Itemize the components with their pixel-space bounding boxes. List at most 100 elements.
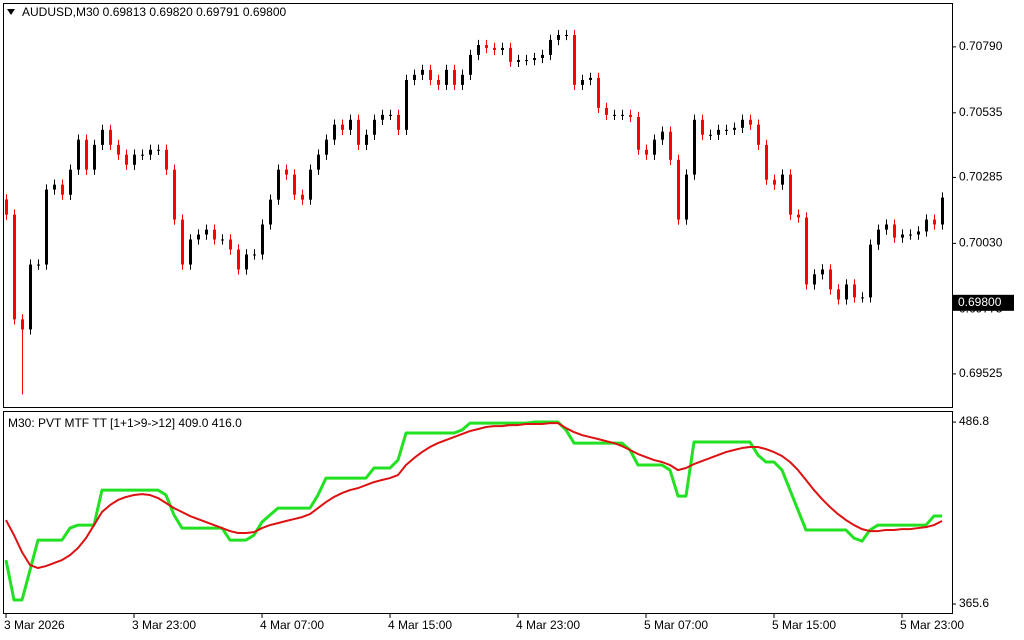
candle-body	[45, 189, 48, 265]
candle-body	[461, 74, 464, 85]
candle-body	[469, 54, 472, 75]
indicator-line	[4, 420, 942, 602]
candle-body	[357, 119, 360, 145]
y-tick-label: 0.70790	[959, 39, 1003, 53]
x-tick-label: 5 Mar 15:00	[772, 618, 836, 632]
candle-body	[645, 149, 648, 155]
candle-body	[725, 129, 728, 131]
candle-body	[541, 54, 544, 58]
candle-body	[237, 249, 240, 270]
candle-body	[29, 264, 32, 330]
candle-body	[5, 199, 8, 215]
candle-body	[213, 229, 216, 240]
candle-body	[533, 57, 536, 61]
candle-body	[613, 114, 616, 116]
candle-body	[317, 154, 320, 170]
candle-body	[341, 124, 344, 130]
candle-body	[453, 69, 456, 85]
candle-body	[605, 107, 608, 115]
candle-body	[933, 219, 936, 225]
candle-body	[381, 114, 384, 120]
candle-body	[717, 129, 720, 135]
candle-body	[61, 184, 64, 195]
price-panel	[3, 3, 953, 408]
candle-body	[13, 214, 16, 320]
x-tick-label: 4 Mar 23:00	[516, 618, 580, 632]
candle-body	[485, 45, 488, 48]
candle-body	[77, 139, 80, 170]
candle-body	[437, 79, 440, 85]
y-tick-label: 365.6	[959, 596, 989, 610]
candle-body	[861, 297, 864, 299]
x-tick-label: 4 Mar 07:00	[260, 618, 324, 632]
candle-body	[101, 129, 104, 145]
candle-body	[53, 184, 56, 190]
candle-body	[141, 154, 144, 156]
candle-body	[677, 159, 680, 220]
candle-body	[285, 169, 288, 175]
candle-body	[885, 224, 888, 230]
indicator-line	[5, 422, 943, 570]
candle-body	[941, 197, 944, 225]
x-tick-label: 5 Mar 23:00	[900, 618, 964, 632]
candle-body	[557, 34, 560, 40]
indicator-title: M30: PVT MTF TT [1+1>9->12] 409.0 416.0	[8, 416, 242, 430]
candle-body	[269, 199, 272, 225]
last-price-tag	[953, 294, 1014, 311]
candle-body	[509, 47, 512, 62]
candle-body	[837, 289, 840, 300]
candle-body	[517, 60, 520, 62]
candle-body	[877, 229, 880, 245]
candle-body	[125, 154, 128, 165]
candle-body	[813, 274, 816, 285]
y-tick-label: 0.69525	[959, 366, 1003, 380]
menu-arrow[interactable]	[7, 9, 15, 15]
candle-body	[789, 174, 792, 215]
candle-body	[693, 119, 696, 175]
candle-body	[589, 77, 592, 80]
candle-body	[149, 149, 152, 155]
y-tick-label: 0.70285	[959, 170, 1003, 184]
candle-body	[629, 114, 632, 117]
candle-body	[85, 139, 88, 170]
candle-body	[349, 119, 352, 130]
candle-body	[37, 264, 40, 266]
x-tick-label: 4 Mar 15:00	[388, 618, 452, 632]
candle-body	[669, 131, 672, 160]
candle-body	[773, 179, 776, 185]
candle-body	[165, 149, 168, 170]
candle-body	[869, 244, 872, 298]
candle-body	[661, 131, 664, 140]
candle-body	[573, 34, 576, 85]
candle-body	[133, 154, 136, 165]
candle-body	[797, 214, 800, 218]
candle-body	[173, 169, 176, 220]
candle-body	[709, 134, 712, 136]
candle-body	[197, 234, 200, 240]
candle-body	[493, 47, 496, 50]
candle-body	[413, 74, 416, 80]
candle-body	[477, 45, 480, 55]
candle-body	[909, 234, 912, 236]
candle-body	[685, 174, 688, 220]
candle-body	[261, 224, 264, 255]
candle-body	[525, 60, 528, 62]
candle-body	[621, 114, 624, 116]
y-tick-label: 0.70535	[959, 105, 1003, 119]
candle-body	[333, 124, 336, 140]
candle-body	[109, 129, 112, 145]
candle-body	[117, 144, 120, 155]
candle-body	[445, 69, 448, 85]
candle-body	[821, 269, 824, 275]
candle-body	[365, 134, 368, 145]
price-header: AUDUSD,M30 0.69813 0.69820 0.69791 0.698…	[22, 5, 287, 19]
x-tick-label: 5 Mar 07:00	[644, 618, 708, 632]
candle-body	[765, 144, 768, 180]
candle-body	[253, 254, 256, 256]
x-tick-label: 3 Mar 23:00	[132, 618, 196, 632]
candle-body	[157, 149, 160, 151]
candle-body	[389, 114, 392, 116]
candle-body	[749, 119, 752, 125]
candle-body	[293, 174, 296, 195]
candle-body	[653, 139, 656, 155]
